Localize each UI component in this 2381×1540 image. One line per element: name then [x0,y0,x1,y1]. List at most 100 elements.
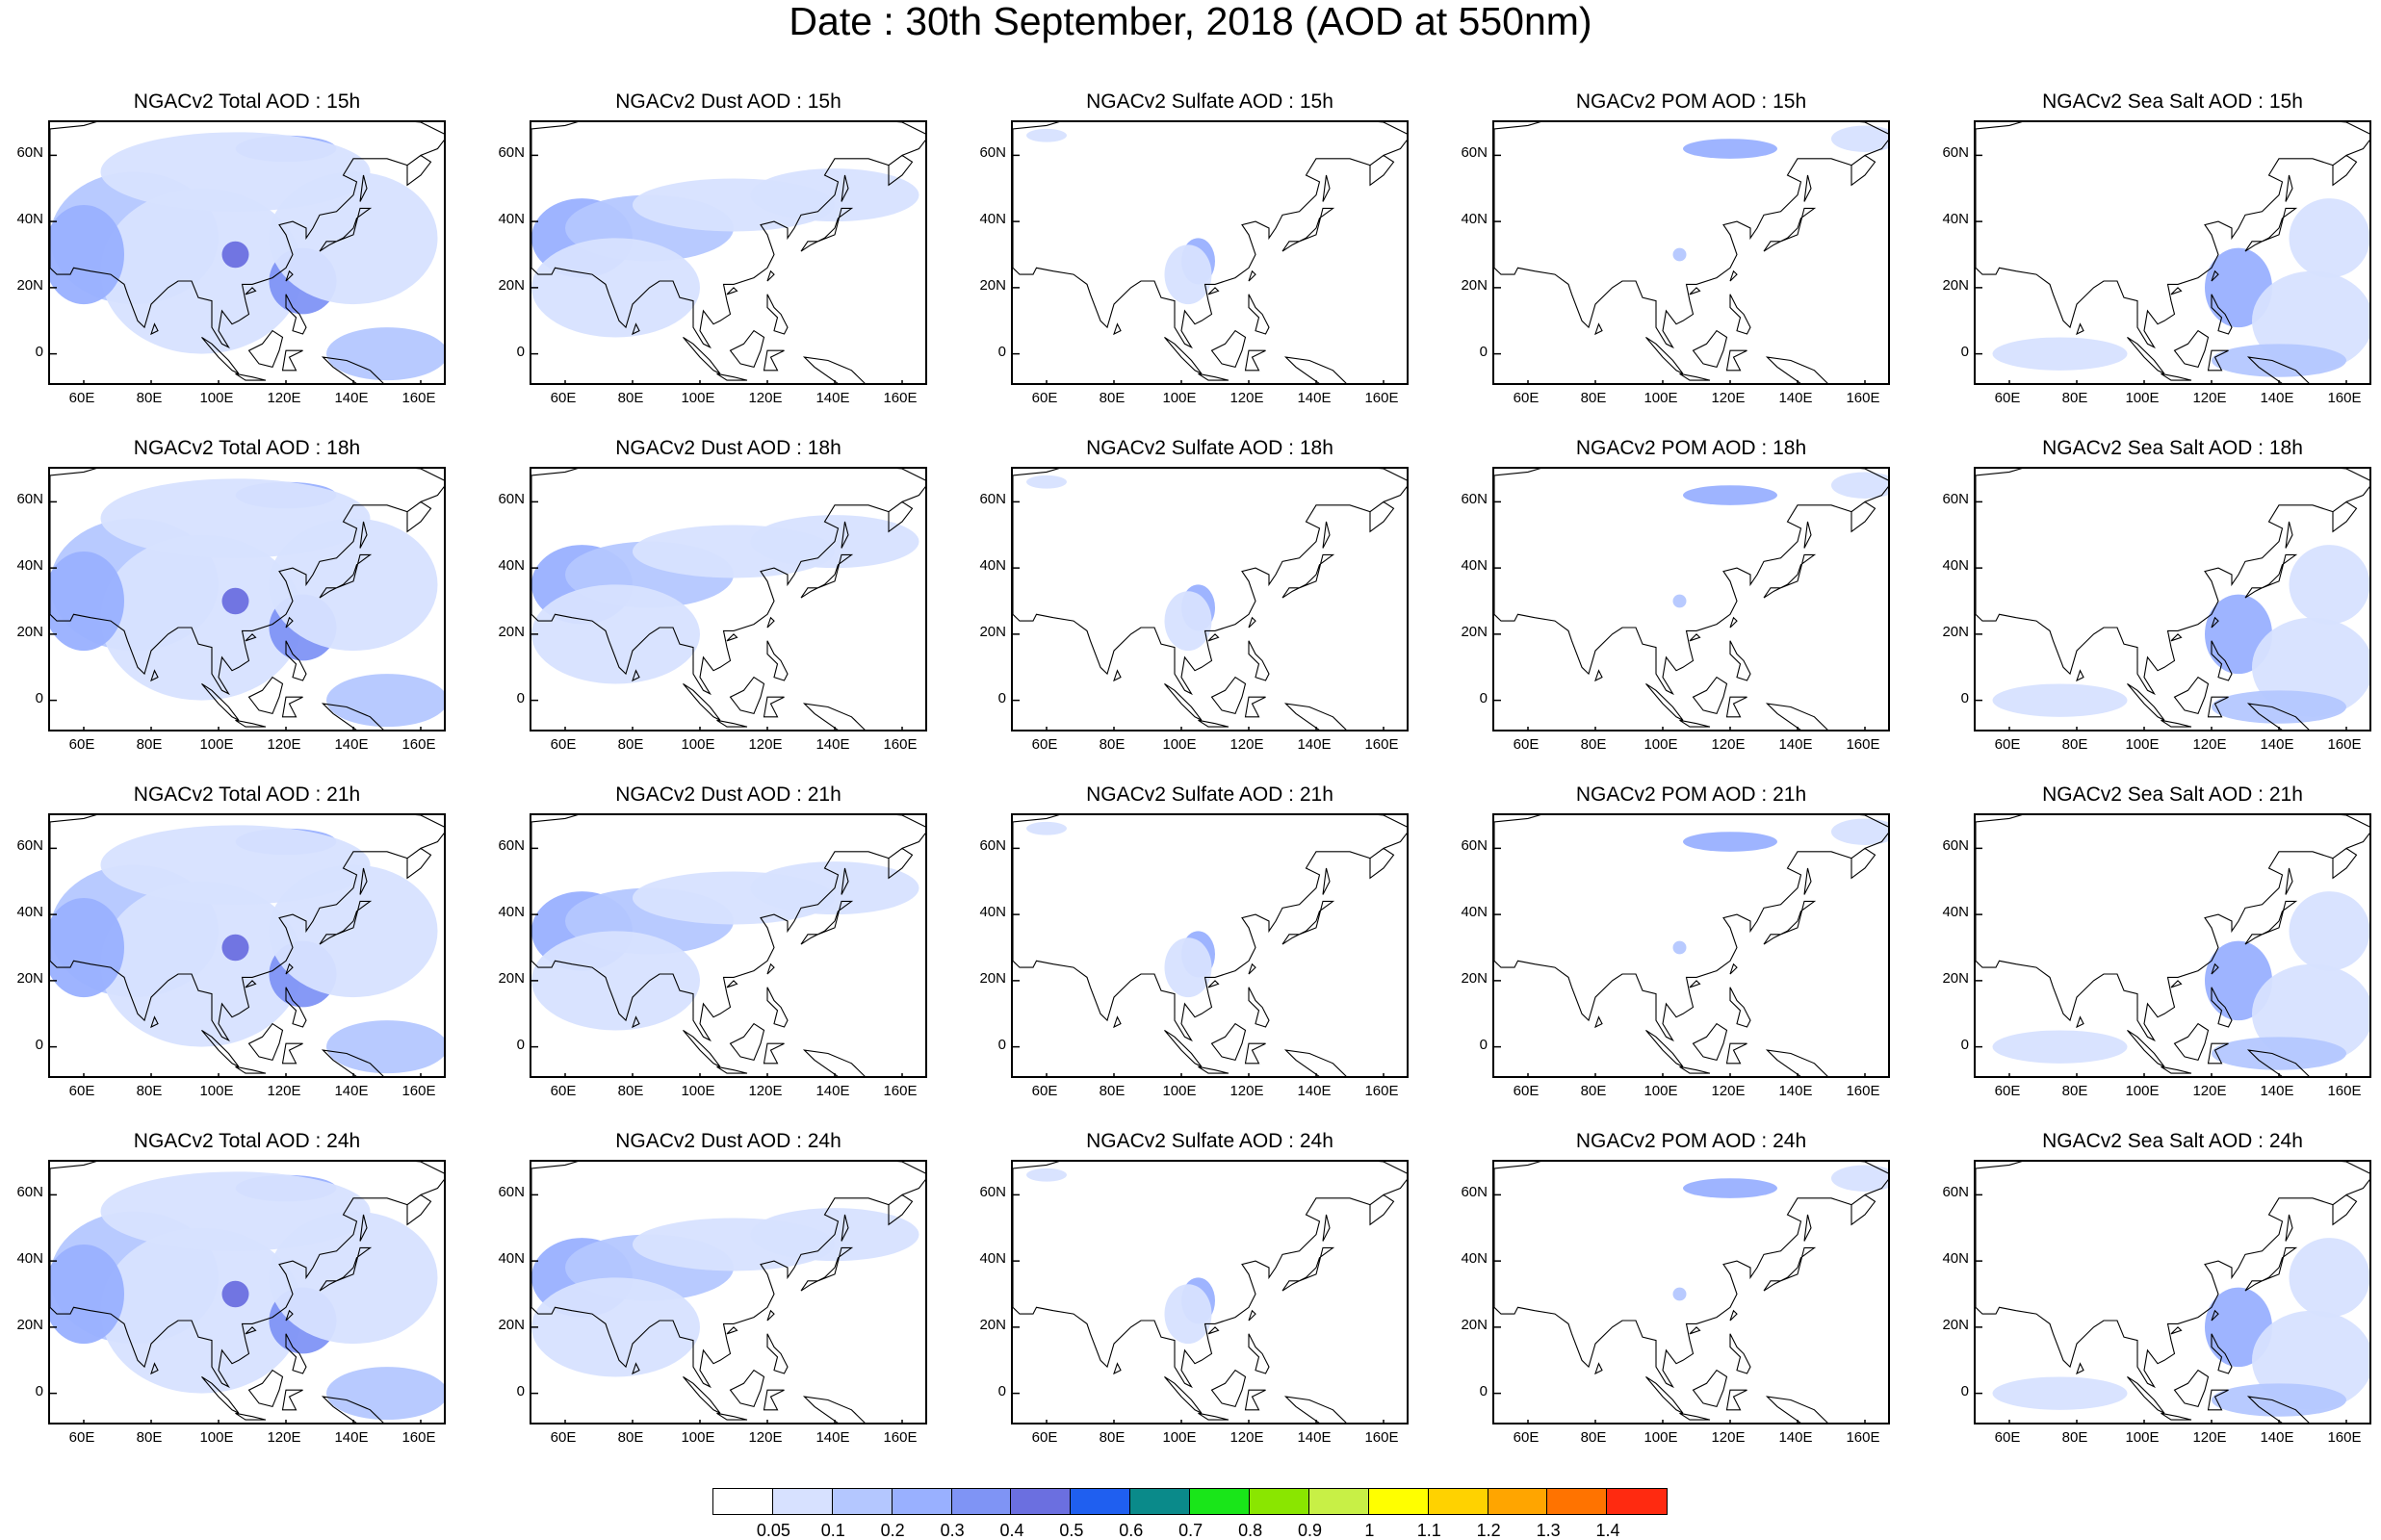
latitude-label: 0 [486,691,525,706]
longitude-label: 120E [1704,737,1752,753]
longitude-label: 80E [2051,391,2099,406]
aod-field-map [1494,122,1890,385]
longitude-label: 100E [2118,737,2166,753]
map-panel [1011,813,1409,1078]
longitude-label: 120E [1704,391,1752,406]
colorbar-swatch [1369,1489,1429,1514]
coastline [1494,1162,1890,1424]
longitude-label: 100E [1155,1430,1203,1446]
aod-field-map [50,1162,446,1424]
latitude-label: 0 [5,1038,43,1053]
latitude-label: 40N [1449,1251,1488,1267]
map-panel [1492,120,1890,385]
latitude-label: 20N [1930,971,1969,987]
map-panel [1492,1160,1890,1424]
panel-title: NGACv2 Sulfate AOD : 15h [989,90,1432,114]
aod-shaded-region [1993,337,2128,370]
latitude-label: 60N [1930,1185,1969,1200]
longitude-label: 140E [327,1430,375,1446]
aod-shaded-region [531,584,700,683]
longitude-label: 100E [1155,1084,1203,1099]
aod-shaded-region [1831,125,1890,152]
latitude-label: 60N [5,145,43,161]
longitude-label: 60E [58,1084,106,1099]
latitude-label: 20N [1930,625,1969,640]
latitude-label: 20N [1449,971,1488,987]
longitude-label: 80E [2051,1430,2099,1446]
latitude-label: 60N [1930,492,1969,507]
panel-title: NGACv2 Sulfate AOD : 21h [989,783,1432,807]
longitude-label: 80E [1569,737,1618,753]
longitude-label: 120E [260,391,308,406]
aod-shaded-region [326,327,446,380]
aod-shaded-region [1026,822,1067,835]
latitude-label: 0 [968,345,1006,360]
aod-field-map [1976,122,2371,385]
longitude-label: 160E [1358,391,1406,406]
aod-shaded-region [222,1281,249,1308]
longitude-label: 140E [327,1084,375,1099]
longitude-label: 60E [1021,737,1069,753]
longitude-label: 80E [125,391,173,406]
longitude-label: 60E [1983,1084,2032,1099]
aod-field-map [50,122,446,385]
panel-title: NGACv2 Sea Salt AOD : 21h [1952,783,2381,807]
colorbar-swatch [1011,1489,1071,1514]
longitude-label: 100E [2118,1430,2166,1446]
longitude-label: 60E [1021,391,1069,406]
map-panel [48,813,446,1078]
panel-title: NGACv2 Sea Salt AOD : 15h [1952,90,2381,114]
latitude-label: 40N [486,1251,525,1267]
map-panel [1011,1160,1409,1424]
aod-field-map [531,1162,927,1424]
colorbar-swatch [1607,1489,1667,1514]
latitude-label: 0 [1449,1038,1488,1053]
longitude-label: 160E [1839,391,1887,406]
longitude-label: 120E [2186,391,2234,406]
panel-title: NGACv2 Total AOD : 15h [26,90,469,114]
aod-shaded-region [2290,1238,2370,1318]
aod-field-map [1013,122,1409,385]
longitude-label: 80E [1569,1430,1618,1446]
latitude-label: 20N [968,971,1006,987]
latitude-label: 20N [486,625,525,640]
longitude-label: 100E [2118,391,2166,406]
aod-field-map [50,815,446,1078]
panel-title: NGACv2 Total AOD : 18h [26,437,469,460]
colorbar [712,1488,1668,1515]
latitude-label: 40N [968,558,1006,574]
latitude-label: 60N [968,1185,1006,1200]
longitude-label: 80E [1088,1084,1136,1099]
longitude-label: 80E [2051,1084,2099,1099]
latitude-label: 40N [1449,558,1488,574]
latitude-label: 0 [5,345,43,360]
map-panel [1011,120,1409,385]
longitude-label: 80E [607,391,655,406]
latitude-label: 40N [5,1251,43,1267]
longitude-label: 100E [1637,737,1685,753]
aod-field-map [50,469,446,732]
colorbar-tick-label: 0.7 [1167,1521,1215,1540]
map-panel [1492,813,1890,1078]
coastline [1494,815,1890,1078]
aod-field-map [1013,815,1409,1078]
longitude-label: 160E [1839,1084,1887,1099]
longitude-label: 60E [539,737,587,753]
longitude-label: 140E [2253,391,2301,406]
longitude-label: 140E [1772,1430,1820,1446]
aod-shaded-region [101,1171,371,1251]
colorbar-swatch [773,1489,833,1514]
longitude-label: 60E [58,737,106,753]
latitude-label: 0 [1930,691,1969,706]
longitude-label: 160E [876,391,924,406]
latitude-label: 20N [1930,278,1969,294]
aod-shaded-region [1026,475,1067,489]
aod-shaded-region [101,132,371,212]
latitude-label: 40N [486,212,525,227]
longitude-label: 140E [1772,391,1820,406]
longitude-label: 80E [125,737,173,753]
longitude-label: 160E [1358,1084,1406,1099]
longitude-label: 60E [1021,1430,1069,1446]
aod-shaded-region [101,478,371,558]
map-panel [1974,1160,2371,1424]
